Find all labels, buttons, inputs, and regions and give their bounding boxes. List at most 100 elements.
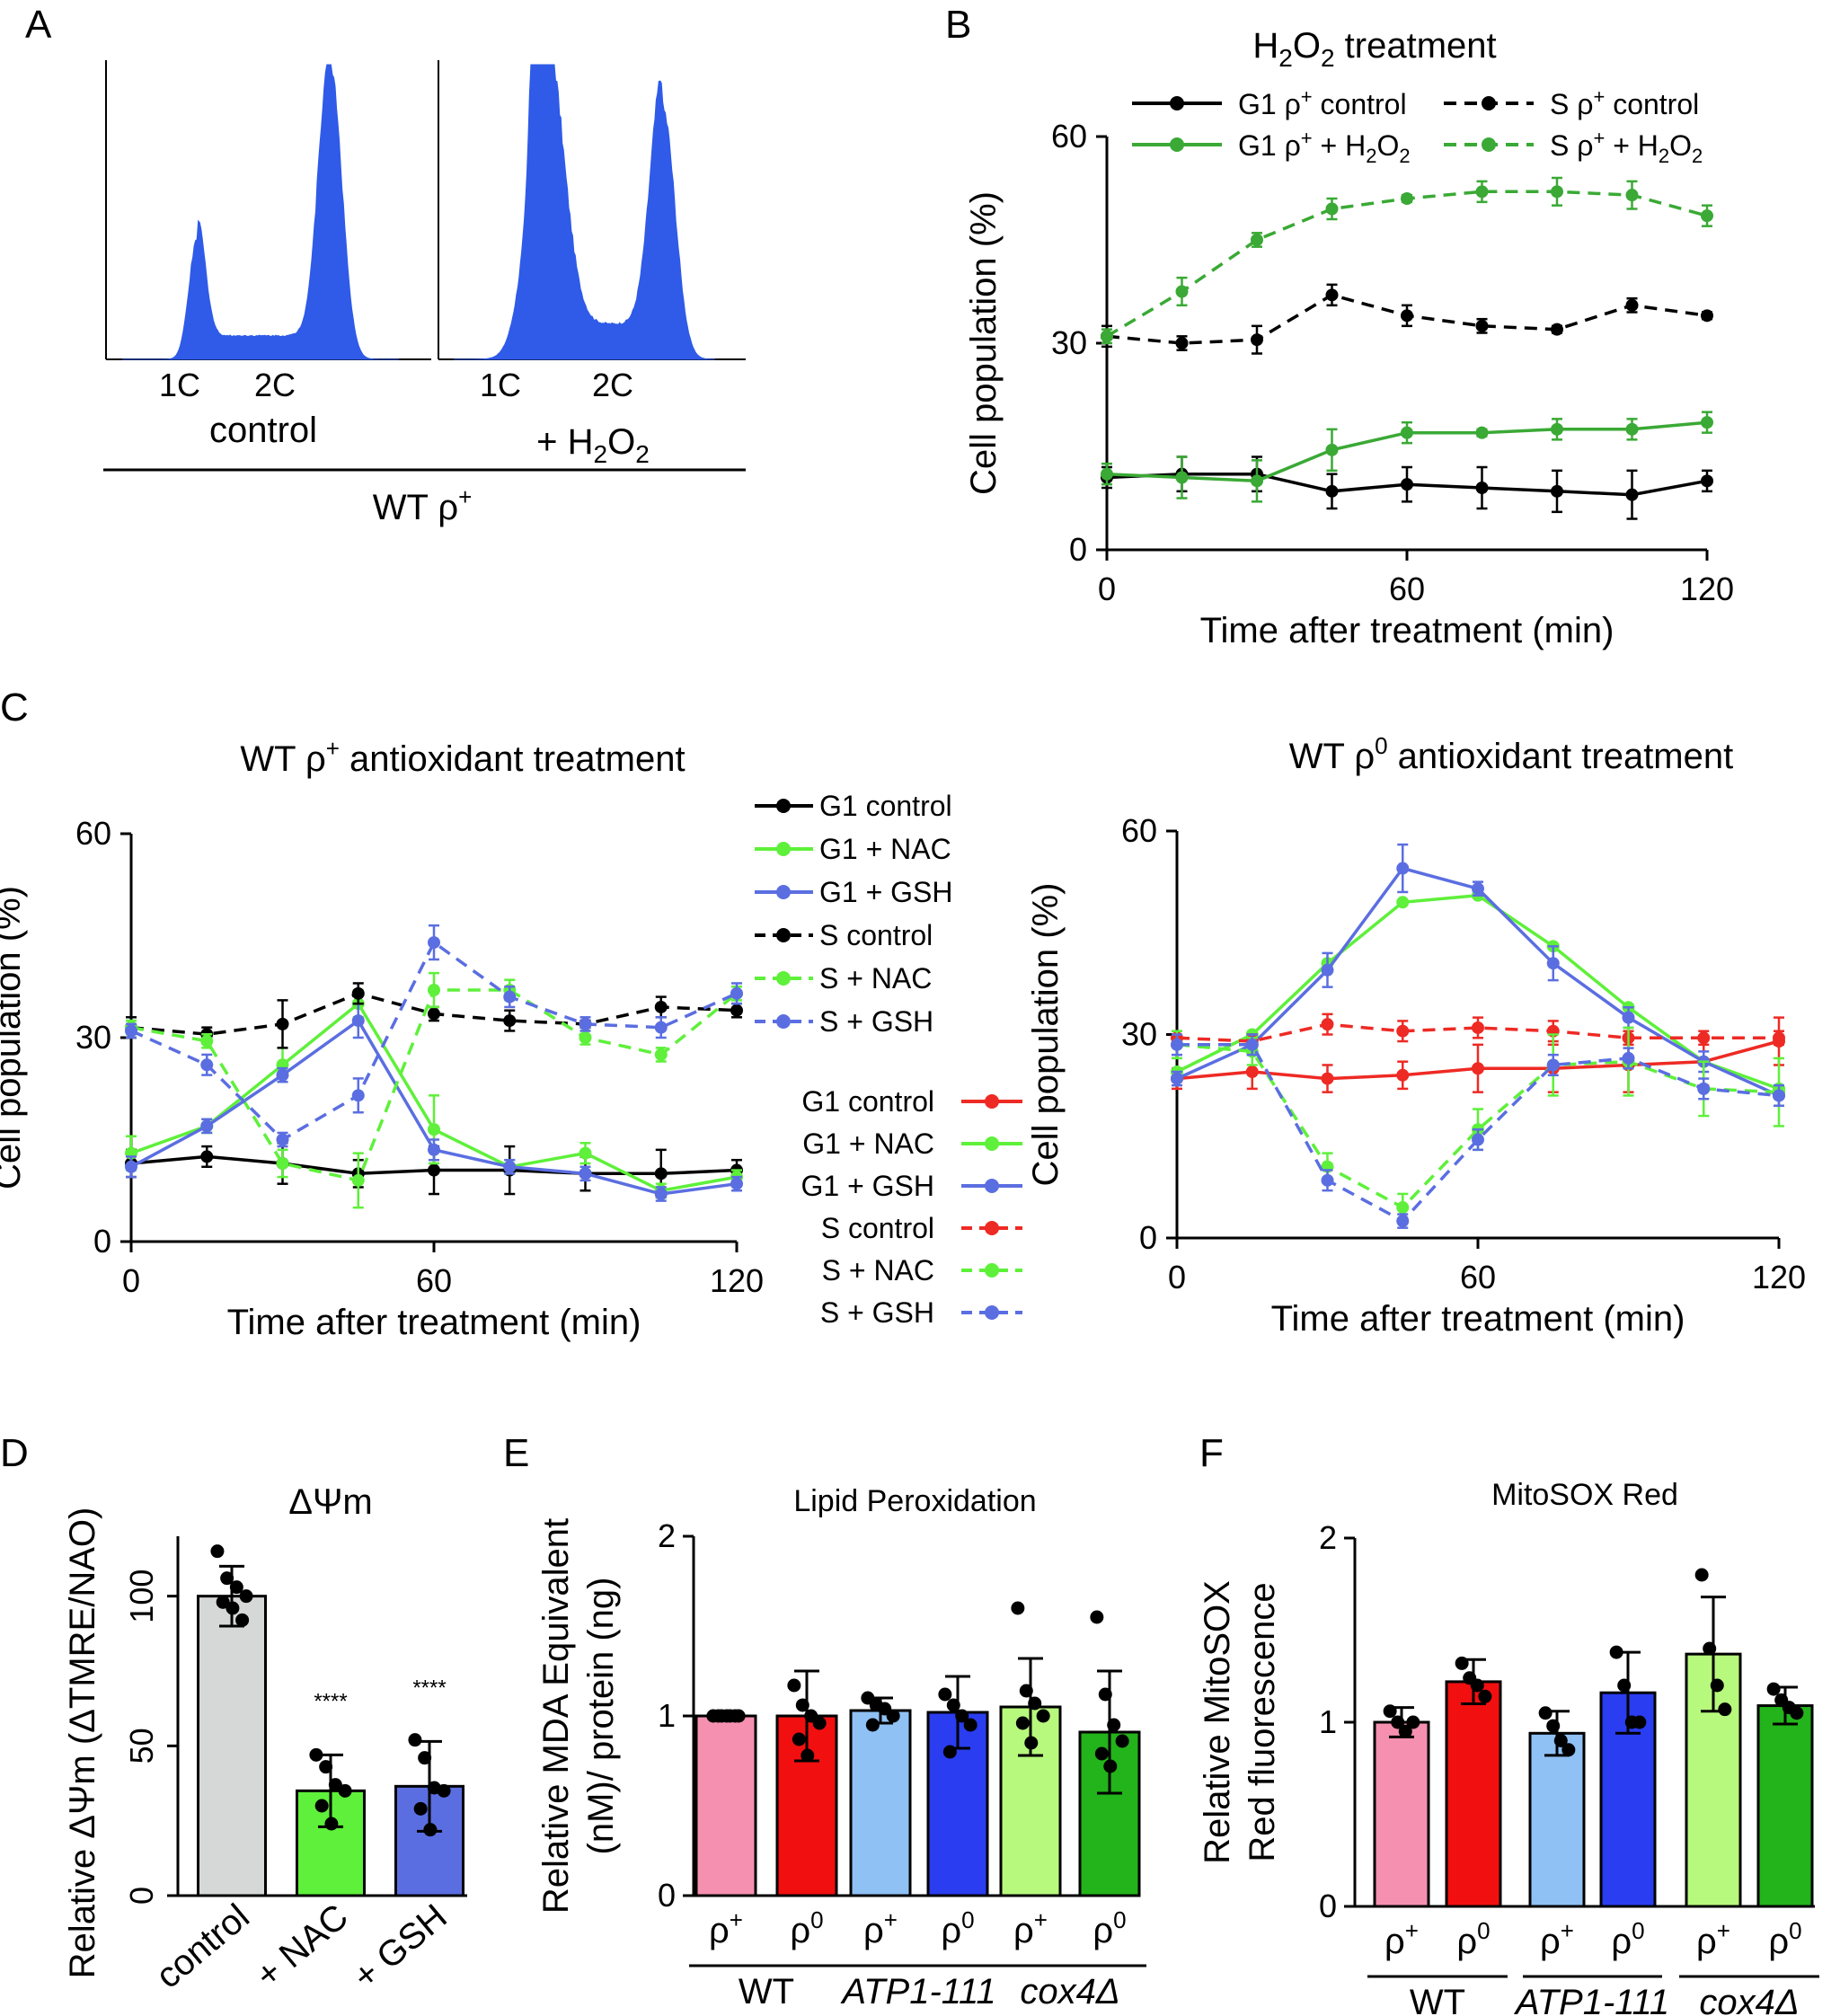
C1-data-point [654, 1048, 668, 1061]
F-data-point [1406, 1715, 1420, 1729]
F-category-label: ρ0 [1768, 1917, 1801, 1961]
F-ytick-label: 1 [1319, 1703, 1337, 1740]
C2-data-point [1773, 1089, 1785, 1102]
lb2-rest: + H [1313, 129, 1367, 162]
rho: ρ [709, 1911, 730, 1950]
C2-ytick-label: 60 [1121, 812, 1157, 849]
D-data-point [229, 1580, 243, 1595]
B-data-point [1175, 285, 1189, 298]
B-data-point [1475, 185, 1489, 199]
D-bar [197, 1595, 267, 1897]
panel-a: 1C 2C 1C 2C control + H2O2 WT ρ+ [103, 60, 746, 527]
legend-c2-swatch-dot [985, 1221, 999, 1235]
legend-c2-swatch-dot [985, 1094, 999, 1109]
B-data-point [1701, 474, 1713, 488]
E-data-point [963, 1718, 978, 1732]
E-data-point [1107, 1718, 1121, 1732]
D-data-point [418, 1751, 432, 1765]
D-ytick-label: 50 [123, 1728, 160, 1764]
C1-data-point [351, 1014, 365, 1028]
B-data-point [1701, 209, 1713, 223]
B-data-point [1551, 185, 1563, 199]
legend-b-4: S ρ+ + H2O2 [1550, 127, 1703, 167]
F-ytick-label: 2 [1319, 1519, 1337, 1556]
legend-c1-swatch-dot [776, 799, 791, 813]
F-category-label: ρ0 [1611, 1917, 1644, 1961]
E-y-axis-label: (nM)/ protein (ng) [581, 1578, 621, 1855]
panel-letter-f: F [1199, 1431, 1224, 1475]
E-data-point [1011, 1601, 1025, 1615]
chart-c1: 0 30 60 0 60 120 Time after treatment (min) Cel… [0, 815, 764, 1342]
rho-sup: + [1561, 1917, 1574, 1944]
C1-data-point [428, 1143, 440, 1156]
C1-data-point [654, 1000, 668, 1013]
F-data-point [1790, 1706, 1804, 1720]
legend-c2-label: G1 + GSH [801, 1170, 935, 1202]
E-data-point [1015, 1716, 1030, 1730]
F-data-point [1398, 1724, 1412, 1738]
legend-c1: G1 control G1 + NAC G1 + GSH S control S + N… [755, 790, 953, 1038]
legend-b-swatch-dot [1482, 137, 1496, 152]
rho-sup: 0 [1113, 1906, 1126, 1933]
D-data-point [338, 1783, 352, 1798]
panel-c1-title: WT ρ+ antioxidant treatment [240, 735, 685, 779]
F-title: MitoSOX Red [1491, 1478, 1678, 1512]
c2-title-rest: antioxidant treatment [1388, 737, 1734, 776]
E-data-point [942, 1745, 957, 1759]
lb2-sub2: 2 [1399, 145, 1410, 167]
C2-xtick-label: 60 [1460, 1259, 1496, 1295]
E-data-point [938, 1687, 952, 1702]
legend-c2-swatch-dot [985, 1305, 999, 1320]
lb4-rest: + H [1605, 129, 1659, 162]
chart-e: 0 1 2 Lipid Peroxidation Relative MDA Equiva… [536, 1484, 1146, 2012]
legend-c1-label: G1 + GSH [819, 876, 953, 908]
C1-series-line-5 [130, 940, 738, 1142]
chart-c2: 0 30 60 0 60 120 Time after treatment (min) Cel… [1026, 812, 1806, 1339]
legend-c1-swatch-dot [776, 885, 791, 899]
C2-data-point [1472, 1021, 1484, 1034]
F-data-point [1538, 1706, 1552, 1720]
E-category-label: ρ0 [941, 1906, 974, 1950]
rho: ρ [1456, 1922, 1477, 1961]
C2-data-point [1396, 1201, 1410, 1215]
E-data-point [946, 1698, 960, 1712]
C2-data-point [1396, 862, 1410, 875]
C1-data-point [579, 1017, 592, 1030]
F-bar [1445, 1680, 1502, 1908]
lb3-rest: control [1605, 88, 1699, 120]
rho-sup: + [1405, 1917, 1419, 1944]
lb1-sup: + [1301, 85, 1313, 108]
c1-title-base: WT ρ [240, 739, 325, 779]
C2-data-point [1396, 896, 1410, 909]
C1-data-point [654, 1167, 668, 1180]
D-data-point [220, 1571, 234, 1586]
C1-data-point [200, 1150, 214, 1163]
hist2-distribution [454, 64, 715, 360]
F-y-axis-label: Relative MitoSOX [1198, 1580, 1237, 1864]
hist1-distribution [122, 64, 399, 360]
lb2-sub1: 2 [1366, 145, 1376, 167]
B-data-point [1401, 478, 1413, 491]
h2o2-sub1: 2 [594, 440, 608, 468]
D-ytick-label: 0 [123, 1887, 160, 1905]
F-ytick-label: 0 [1319, 1888, 1337, 1924]
panel-letter-c: C [0, 685, 29, 729]
rho: ρ [1013, 1911, 1034, 1950]
D-data-point [423, 1823, 438, 1837]
panel-letter-a: A [25, 3, 52, 47]
rho: ρ [790, 1911, 810, 1950]
E-data-point [1103, 1759, 1118, 1773]
E-data-point [1028, 1696, 1042, 1711]
F-category-label: ρ+ [1696, 1917, 1730, 1961]
D-title: ΔΨm [288, 1482, 372, 1522]
C1-x-axis-label: Time after treatment (min) [227, 1303, 641, 1342]
F-data-point [1694, 1568, 1709, 1582]
rho-sup: 0 [1477, 1917, 1490, 1944]
F-data-point [1470, 1678, 1484, 1693]
F-y-axis-label: Red fluorescence [1243, 1582, 1282, 1861]
B-data-point [1625, 422, 1639, 436]
C2-y-axis-label: Cell population (%) [1026, 883, 1066, 1187]
legend-c2-label: S control [821, 1212, 934, 1244]
E-category-label: ρ0 [790, 1906, 823, 1950]
F-group-label: ATP1-111 [1514, 1983, 1669, 2016]
